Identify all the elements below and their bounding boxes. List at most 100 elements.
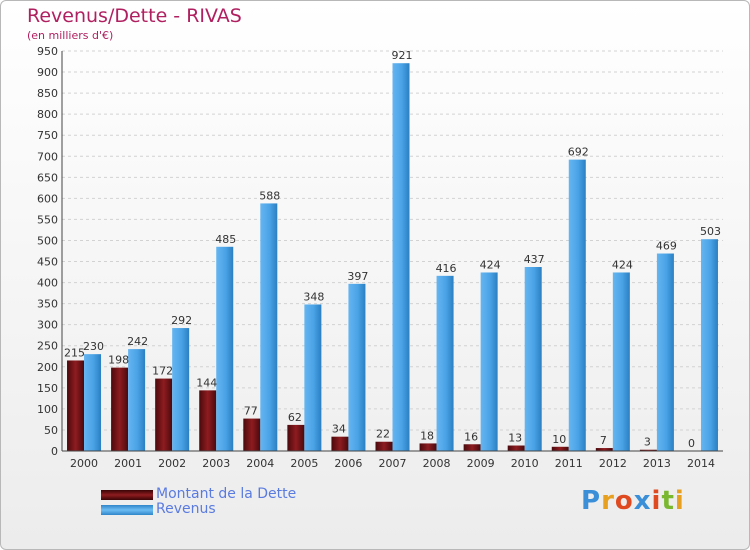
y-tick-label: 600 (37, 192, 58, 205)
value-label-dette: 7 (600, 434, 607, 447)
bar-revenus (392, 63, 410, 452)
value-label-dette: 62 (288, 411, 302, 424)
value-label-dette: 10 (552, 433, 566, 446)
x-tick-label: 2010 (511, 457, 539, 470)
y-tick-label: 800 (37, 108, 58, 121)
bar-revenus (656, 253, 674, 451)
value-label-dette: 77 (244, 405, 258, 418)
bar-dette (155, 378, 173, 451)
bar-revenus (260, 203, 278, 451)
y-tick-label: 250 (37, 340, 58, 353)
y-tick-label: 750 (37, 129, 58, 142)
logo-letter: P (581, 486, 602, 516)
value-label-dette: 3 (644, 436, 651, 449)
value-label-dette: 34 (332, 423, 346, 436)
bar-revenus (128, 349, 146, 451)
x-tick-label: 2007 (379, 457, 407, 470)
y-tick-label: 450 (37, 256, 58, 269)
value-label-dette: 198 (108, 354, 129, 367)
x-tick-label: 2013 (643, 457, 671, 470)
legend-swatch-revenus (101, 505, 153, 515)
value-label-revenus: 292 (171, 314, 192, 327)
bar-dette (463, 444, 481, 451)
bar-dette (595, 448, 613, 451)
value-label-dette: 16 (464, 430, 478, 443)
bar-revenus (216, 246, 234, 451)
chart-subtitle: (en milliers d'€) (27, 29, 114, 42)
x-tick-label: 2001 (114, 457, 142, 470)
value-label-revenus: 503 (700, 225, 721, 238)
value-label-revenus: 437 (524, 253, 545, 266)
logo-letter: x (633, 486, 652, 516)
y-tick-label: 50 (44, 424, 58, 437)
x-tick-label: 2009 (467, 457, 495, 470)
logo-letter: t (661, 486, 675, 516)
value-label-revenus: 242 (127, 335, 148, 348)
bar-revenus (524, 267, 542, 451)
x-axis: 2000 2001 2002 2003 2004 2005 2006 2007 2008 2009… (62, 450, 723, 470)
legend-label-revenus: Revenus (156, 501, 216, 517)
bar-revenus (568, 159, 586, 451)
legend-label-dette: Montant de la Dette (156, 486, 297, 502)
y-axis: 0 50 100 150 200 250 300 350 400 450 500 550 600 650 7… (37, 45, 63, 458)
bar-revenus (348, 283, 366, 451)
chart-title: Revenus/Dette - RIVAS (27, 5, 242, 27)
y-tick-label: 850 (37, 87, 58, 100)
bar-revenus (480, 272, 498, 451)
bars (67, 63, 718, 452)
bar-dette (331, 436, 349, 451)
bar-revenus (172, 328, 190, 451)
y-tick-label: 900 (37, 66, 58, 79)
x-tick-label: 2006 (334, 457, 362, 470)
bar-dette (419, 443, 437, 451)
value-label-revenus: 921 (392, 49, 413, 62)
value-label-revenus: 424 (612, 258, 633, 271)
x-tick-label: 2002 (158, 457, 186, 470)
x-tick-label: 2003 (202, 457, 230, 470)
value-label-dette: 22 (376, 428, 390, 441)
value-label-revenus: 588 (259, 189, 280, 202)
logo-letter: r (601, 486, 615, 516)
bar-dette (551, 446, 569, 451)
legend-swatch-dette (101, 490, 153, 500)
bar-revenus (700, 239, 718, 451)
bar-dette (199, 390, 217, 451)
bar-dette (67, 360, 85, 451)
y-tick-label: 350 (37, 298, 58, 311)
y-tick-label: 200 (37, 361, 58, 374)
bar-dette (507, 445, 525, 451)
value-label-revenus: 424 (480, 258, 501, 271)
y-tick-label: 100 (37, 403, 58, 416)
value-label-revenus: 692 (568, 146, 589, 159)
y-tick-label: 0 (51, 445, 58, 458)
value-label-dette: 18 (420, 429, 434, 442)
y-tick-label: 300 (37, 319, 58, 332)
value-label-revenus: 416 (436, 262, 457, 275)
bar-dette (287, 424, 305, 451)
y-tick-label: 550 (37, 213, 58, 226)
bar-revenus (436, 275, 454, 451)
bar-revenus (304, 304, 322, 451)
x-tick-label: 2004 (246, 457, 274, 470)
logo-letter: o (614, 486, 634, 516)
y-tick-label: 150 (37, 382, 58, 395)
x-tick-label: 2008 (423, 457, 451, 470)
y-tick-label: 500 (37, 234, 58, 247)
value-label-revenus: 469 (656, 240, 677, 253)
value-label-revenus: 485 (215, 233, 236, 246)
x-tick-label: 2014 (687, 457, 715, 470)
bar-dette (639, 449, 657, 451)
y-tick-label: 400 (37, 277, 58, 290)
bar-dette (243, 418, 261, 451)
value-label-revenus: 348 (303, 290, 324, 303)
value-label-dette: 215 (64, 346, 85, 359)
bar-dette (111, 367, 129, 451)
x-tick-label: 2012 (599, 457, 627, 470)
logo-letter: i (674, 486, 685, 516)
y-tick-label: 950 (37, 45, 58, 58)
value-label-revenus: 397 (347, 270, 368, 283)
value-label-dette: 13 (508, 432, 522, 445)
bar-revenus (612, 272, 630, 451)
bar-revenus (84, 354, 102, 451)
